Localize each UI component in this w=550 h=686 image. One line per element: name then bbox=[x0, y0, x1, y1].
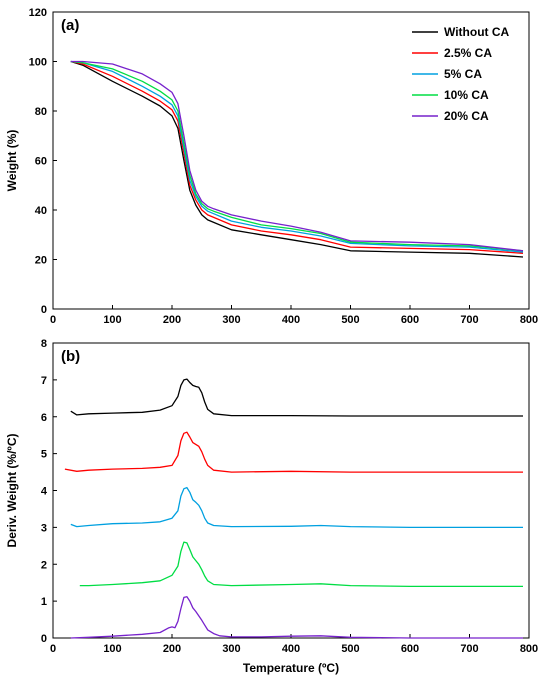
legend-label: 2.5% CA bbox=[444, 46, 492, 60]
y-tick-label: 120 bbox=[29, 7, 47, 19]
x-tick-label: 600 bbox=[401, 314, 419, 326]
x-tick-label: 800 bbox=[520, 643, 538, 655]
y-tick-label: 80 bbox=[35, 106, 47, 118]
y-tick-label: 3 bbox=[41, 522, 47, 534]
series-line-2 bbox=[70, 486, 523, 529]
x-tick-label: 300 bbox=[222, 314, 240, 326]
y-tick-label: 0 bbox=[41, 633, 47, 645]
chart-panel-a: 0 100 200 300 400 500 600 700 800 0 20 40 60 80 100 120… bbox=[5, 7, 538, 326]
x-tick-label: 100 bbox=[103, 314, 121, 326]
series-line-0 bbox=[70, 378, 523, 417]
panel-label: (a) bbox=[61, 17, 79, 34]
series-line-3 bbox=[70, 60, 524, 252]
legend-label: 10% CA bbox=[444, 88, 489, 102]
legend-label: Without CA bbox=[444, 25, 510, 39]
x-tick-label: 0 bbox=[50, 643, 56, 655]
x-tick-label: 500 bbox=[341, 314, 359, 326]
x-tick-label: 300 bbox=[222, 643, 240, 655]
series-line-4 bbox=[70, 60, 524, 252]
y-tick-label: 6 bbox=[41, 412, 47, 424]
y-tick-label: 8 bbox=[41, 338, 47, 350]
series-line-1 bbox=[64, 431, 523, 473]
x-axis-title: Temperature (ºC) bbox=[243, 661, 339, 675]
x-tick-label: 400 bbox=[282, 314, 300, 326]
legend: Without CA 2.5% CA 5% CA 10% CA 20% CA bbox=[412, 25, 510, 123]
x-tick-label: 0 bbox=[50, 314, 56, 326]
panel-label: (b) bbox=[61, 348, 80, 365]
series-line-2 bbox=[70, 60, 524, 253]
y-tick-label: 20 bbox=[35, 255, 47, 267]
y-axis-title: Deriv. Weight (%/ºC) bbox=[5, 434, 19, 548]
series-line-1 bbox=[70, 60, 524, 254]
series-line-3 bbox=[79, 541, 523, 588]
chart-panel-b: 0 100 200 300 400 500 600 700 800 0 1 2 3 4 5 6 7 8 Deriv.… bbox=[5, 338, 538, 675]
x-tick-label: 200 bbox=[163, 314, 181, 326]
x-tick-label: 600 bbox=[401, 643, 419, 655]
plot-frame bbox=[52, 342, 530, 639]
y-tick-label: 100 bbox=[29, 57, 47, 69]
series-line-4 bbox=[70, 596, 523, 639]
y-tick-label: 7 bbox=[41, 375, 47, 387]
x-tick-label: 100 bbox=[103, 643, 121, 655]
legend-label: 5% CA bbox=[444, 67, 482, 81]
y-tick-label: 1 bbox=[41, 596, 47, 608]
y-tick-label: 60 bbox=[35, 156, 47, 168]
series-line-0 bbox=[70, 60, 524, 258]
x-tick-label: 800 bbox=[520, 314, 538, 326]
y-tick-label: 0 bbox=[41, 304, 47, 316]
x-tick-label: 200 bbox=[163, 643, 181, 655]
x-tick-label: 700 bbox=[460, 314, 478, 326]
x-tick-label: 500 bbox=[341, 643, 359, 655]
x-tick-label: 700 bbox=[460, 643, 478, 655]
y-axis-title: Weight (%) bbox=[5, 130, 19, 192]
y-tick-label: 40 bbox=[35, 205, 47, 217]
legend-label: 20% CA bbox=[444, 109, 489, 123]
y-tick-label: 5 bbox=[41, 449, 47, 461]
y-tick-label: 2 bbox=[41, 559, 47, 571]
x-tick-label: 400 bbox=[282, 643, 300, 655]
y-tick-label: 4 bbox=[41, 486, 48, 498]
